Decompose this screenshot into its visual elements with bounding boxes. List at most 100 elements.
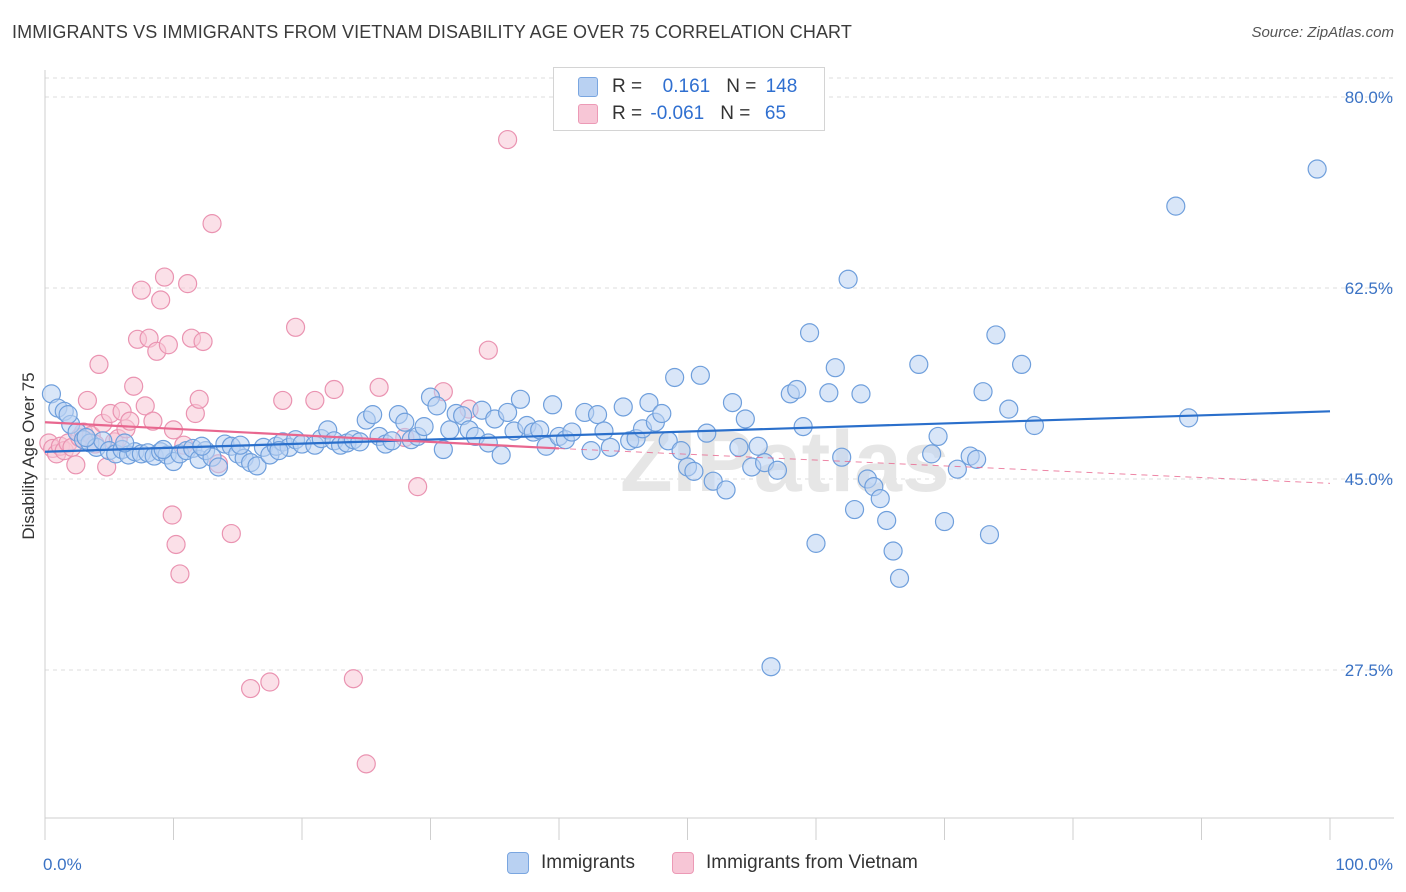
immigrants-point (363, 405, 383, 425)
grid-layer (45, 77, 1394, 671)
vietnam-point (324, 379, 344, 400)
vietnam-point (66, 455, 86, 475)
immigrants-point (665, 367, 685, 388)
vietnam-point (189, 389, 209, 409)
immigrants-point (1179, 408, 1199, 428)
vietnam-point (124, 376, 144, 396)
vietnam-point (260, 672, 280, 692)
x-tick-label-min: 0.0% (43, 855, 82, 874)
watermark: ZIPatlas (620, 414, 950, 510)
immigrants-point (581, 441, 601, 461)
y-tick-label: 80.0% (1345, 88, 1393, 107)
trend-lines (44, 410, 1331, 484)
immigrants-point (787, 379, 807, 400)
immigrants-point (806, 533, 826, 553)
immigrants-point (1166, 196, 1186, 216)
legend-item-vietnam[interactable]: Immigrants from Vietnam (672, 852, 918, 874)
vietnam-point (478, 340, 498, 360)
immigrants-point (716, 480, 736, 500)
legend-n-label: N = (726, 76, 762, 97)
immigrants-point (838, 269, 858, 289)
legend-label-vietnam: Immigrants from Vietnam (706, 852, 918, 873)
chart-title: IMMIGRANTS VS IMMIGRANTS FROM VIETNAM DI… (12, 22, 852, 42)
vietnam-point (154, 267, 175, 287)
immigrants-point (825, 358, 845, 378)
immigrants-point (498, 402, 518, 423)
vietnam-point (166, 534, 186, 555)
immigrants-point (722, 393, 743, 413)
legend-swatch-vietnam (672, 852, 694, 874)
immigrants-point (799, 323, 820, 343)
immigrants-point (947, 459, 967, 479)
immigrants-point (530, 420, 550, 440)
immigrants-point (832, 447, 852, 467)
vietnam-point (273, 390, 293, 411)
immigrants-point (76, 427, 96, 448)
immigrants-point (909, 354, 929, 374)
legend-r-value: 0.161 (657, 76, 711, 97)
immigrants-point (877, 510, 897, 531)
legend-n-value: 148 (765, 76, 798, 97)
vietnam-point (369, 377, 389, 397)
source-label: Source: ZipAtlas.com (1251, 24, 1394, 41)
immigrants-point (1024, 415, 1045, 436)
immigrants-point (562, 422, 582, 442)
immigrants-point (684, 461, 704, 481)
legend-swatch-blue (578, 77, 598, 97)
vietnam-point (343, 669, 363, 689)
immigrants-point (967, 449, 987, 469)
vietnam-point (170, 564, 190, 584)
legend-swatch-immigrants (507, 852, 529, 874)
y-tick-label: 45.0% (1345, 470, 1393, 489)
immigrants-point (690, 365, 710, 385)
immigrants-point (433, 439, 453, 460)
immigrants-trend-line (44, 410, 1331, 453)
immigrants-point (594, 421, 614, 441)
immigrants-point (613, 397, 633, 417)
immigrants-point (671, 441, 691, 461)
immigrants-point (999, 399, 1019, 419)
immigrants-point (269, 441, 289, 461)
vietnam-point (158, 335, 178, 355)
tick-labels: 80.0% 62.5% 45.0% 27.5% 0.0% 100.0% (43, 88, 1393, 874)
immigrants-point (115, 433, 135, 453)
immigrants-point (510, 389, 531, 409)
immigrants-point (928, 426, 948, 447)
immigrants-point (883, 541, 903, 561)
vietnam-point (408, 477, 428, 497)
vietnam-point (178, 274, 198, 294)
vietnam-point (241, 678, 261, 699)
legend-item-immigrants[interactable]: Immigrants (507, 852, 635, 874)
vietnam-point (305, 390, 325, 411)
immigrants-point (922, 444, 942, 464)
immigrants-points (41, 159, 1327, 677)
immigrants-point (870, 489, 890, 509)
immigrants-point (729, 437, 749, 457)
vietnam-point (89, 354, 109, 374)
immigrants-point (1307, 159, 1327, 179)
vietnam-trend-extension (558, 447, 1331, 484)
series-legend: Immigrants Immigrants from Vietnam (0, 852, 1406, 878)
immigrants-point (851, 384, 871, 404)
immigrants-point (889, 568, 910, 588)
immigrants-point (934, 511, 955, 532)
vietnam-point (135, 396, 155, 416)
legend-r-label: R = (612, 76, 648, 97)
immigrants-point (58, 405, 78, 425)
immigrants-point (247, 456, 267, 476)
legend-label-immigrants: Immigrants (541, 852, 635, 873)
immigrants-point (639, 393, 659, 413)
legend-n-label: N = (720, 103, 756, 124)
immigrants-point (600, 437, 621, 457)
immigrants-point (652, 403, 672, 424)
vietnam-point (143, 411, 163, 431)
vietnam-point (193, 331, 213, 352)
legend-r-label: R = (612, 103, 648, 124)
immigrants-point (440, 420, 460, 440)
vietnam-point (202, 214, 222, 234)
legend-row-vietnam: R = -0.061 N = 65 (578, 102, 786, 126)
immigrants-point (844, 499, 865, 520)
immigrants-point (395, 412, 415, 432)
immigrants-point (735, 409, 755, 429)
